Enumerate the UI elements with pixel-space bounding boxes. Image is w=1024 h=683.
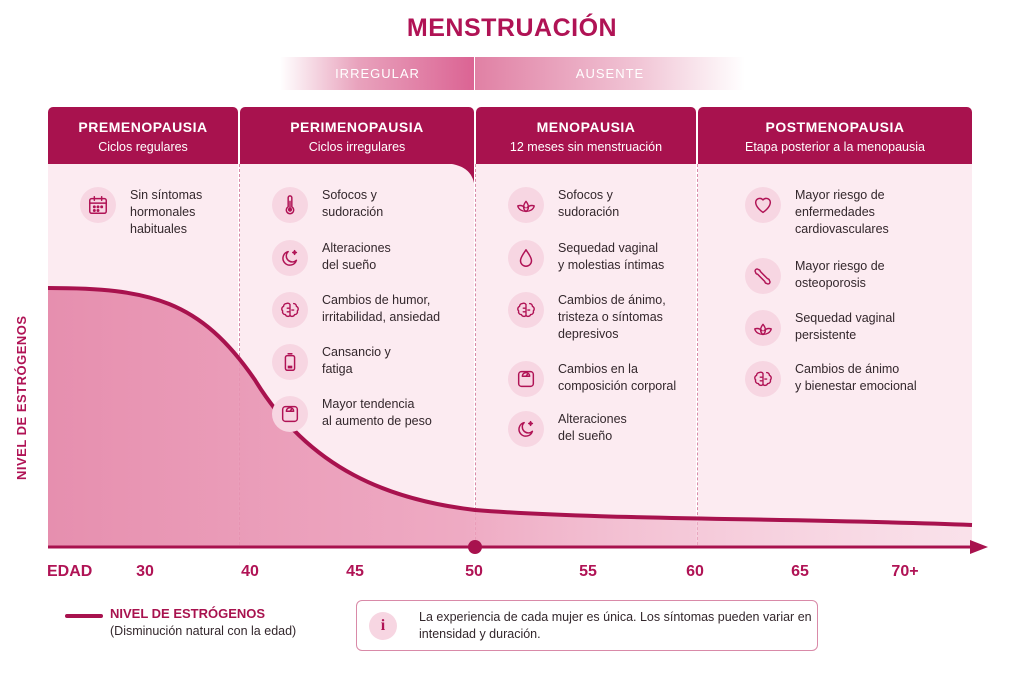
band-irregular: IRREGULAR <box>280 57 475 90</box>
scale-icon <box>508 361 544 397</box>
stage-title: POSTMENOPAUSIA <box>765 119 905 135</box>
symptom-text: Alteraciones del sueño <box>322 241 391 272</box>
info-icon: i <box>369 611 397 640</box>
age-tick: 40 <box>241 563 259 580</box>
symptom-text: Cambios de ánimo, tristeza o síntomas de… <box>558 293 666 341</box>
brain-icon <box>272 292 308 328</box>
scale-icon <box>272 396 308 432</box>
symptom-item: Cansancio y fatiga <box>272 344 391 380</box>
moon-icon <box>272 240 308 276</box>
stage-header-menopausia: MENOPAUSIA 12 meses sin menstruación <box>476 107 696 164</box>
symptom-text: Sequedad vaginal y molestias íntimas <box>558 241 665 272</box>
symptom-text: Cansancio y fatiga <box>322 345 391 376</box>
symptom-text: Cambios de ánimo y bienestar emocional <box>795 362 917 393</box>
age-tick: 30 <box>136 563 154 580</box>
stage-header-perimenopausia: PERIMENOPAUSIA Ciclos irregulares <box>240 107 474 164</box>
estrogen-area <box>48 288 972 547</box>
symptom-text: Sin síntomas hormonales habituales <box>130 188 203 236</box>
lotus-icon <box>508 187 544 223</box>
symptom-item: Mayor riesgo de enfermedades cardiovascu… <box>745 187 889 238</box>
symptom-text: Alteraciones del sueño <box>558 412 627 443</box>
band-irregular-label: IRREGULAR <box>335 66 420 81</box>
menopause-marker <box>468 540 482 554</box>
band-divider <box>474 57 475 90</box>
x-axis-label: EDAD <box>47 563 93 580</box>
symptom-text: Sofocos y sudoración <box>558 188 620 219</box>
battery-icon <box>272 344 308 380</box>
symptom-item: Sequedad vaginal persistente <box>745 310 895 346</box>
symptom-text: Mayor tendencia al aumento de peso <box>322 397 432 428</box>
age-tick: 70+ <box>891 563 919 580</box>
moon-icon <box>508 411 544 447</box>
band-absent-label: AUSENTE <box>575 66 645 81</box>
legend-title: NIVEL DE ESTRÓGENOS <box>110 606 266 621</box>
symptom-text: Sequedad vaginal persistente <box>795 311 896 342</box>
bone-icon <box>745 258 781 294</box>
symptom-text: Cambios de humor, irritabilidad, ansieda… <box>322 293 441 324</box>
stage-title: MENOPAUSIA <box>536 119 636 135</box>
drop-icon <box>508 240 544 276</box>
stage-title: PREMENOPAUSIA <box>78 119 208 135</box>
stage-header-postmenopausia: POSTMENOPAUSIA Etapa posterior a la meno… <box>698 107 972 164</box>
symptom-item: Alteraciones del sueño <box>272 240 391 276</box>
stage-subtitle: Ciclos regulares <box>98 140 188 154</box>
age-tick: 55 <box>579 563 597 580</box>
thermometer-icon <box>272 187 308 223</box>
divider-50 <box>475 164 476 545</box>
band-absent: AUSENTE <box>475 57 745 90</box>
stage-bg-menopausia <box>476 160 696 545</box>
brain-icon <box>508 292 544 328</box>
heart-icon <box>745 187 781 223</box>
y-axis-label: NIVEL DE ESTRÓGENOS <box>14 315 29 480</box>
symptom-item: Cambios de ánimo y bienestar emocional <box>745 361 917 397</box>
symptom-item: Mayor tendencia al aumento de peso <box>272 396 432 432</box>
legend-subtitle: (Disminución natural con la edad) <box>110 624 297 638</box>
stage-subtitle: Ciclos irregulares <box>308 140 406 154</box>
stage-subtitle: Etapa posterior a la menopausia <box>745 140 925 154</box>
age-tick: 60 <box>686 563 704 580</box>
stage-subtitle: 12 meses sin menstruación <box>509 140 663 154</box>
symptom-item: Alteraciones del sueño <box>508 411 627 447</box>
main-title: MENSTRUACIÓN <box>406 14 618 42</box>
stage-bg-postmenopausia <box>698 160 972 545</box>
legend-line-swatch <box>65 614 103 618</box>
info-note-text: La experiencia de cada mujer es única. L… <box>419 609 812 641</box>
symptom-item: Mayor riesgo de osteoporosis <box>745 258 885 294</box>
stage-title: PERIMENOPAUSIA <box>290 119 424 135</box>
symptom-item: Cambios de humor, irritabilidad, ansieda… <box>272 292 440 328</box>
symptom-item: Sin síntomas hormonales habituales <box>80 187 202 238</box>
brain-icon <box>745 361 781 397</box>
symptom-item: Sofocos y sudoración <box>272 187 383 223</box>
symptom-text: Sofocos y sudoración <box>322 188 384 219</box>
estrogen-line <box>47 286 973 527</box>
symptom-text: Cambios en la composición corporal <box>558 362 677 393</box>
symptom-item: Cambios en la composición corporal <box>508 361 676 397</box>
divider-60 <box>697 164 698 545</box>
divider-40 <box>239 164 240 545</box>
symptom-text: Mayor riesgo de enfermedades cardiovascu… <box>795 188 889 236</box>
info-note: i La experiencia de cada mujer es única.… <box>356 600 818 651</box>
symptom-item: Cambios de ánimo, tristeza o síntomas de… <box>508 292 666 343</box>
symptom-item: Sequedad vaginal y molestias íntimas <box>508 240 664 276</box>
age-tick: 45 <box>346 563 364 580</box>
age-tick: 50 <box>465 563 483 580</box>
lotus-icon <box>745 310 781 346</box>
calendar-icon <box>80 187 116 223</box>
age-tick: 65 <box>791 563 809 580</box>
x-axis-arrow <box>970 540 988 554</box>
stage-header-premenopausia: PREMENOPAUSIA Ciclos regulares <box>48 107 238 164</box>
symptom-item: Sofocos y sudoración <box>508 187 619 223</box>
symptom-text: Mayor riesgo de osteoporosis <box>795 259 885 290</box>
